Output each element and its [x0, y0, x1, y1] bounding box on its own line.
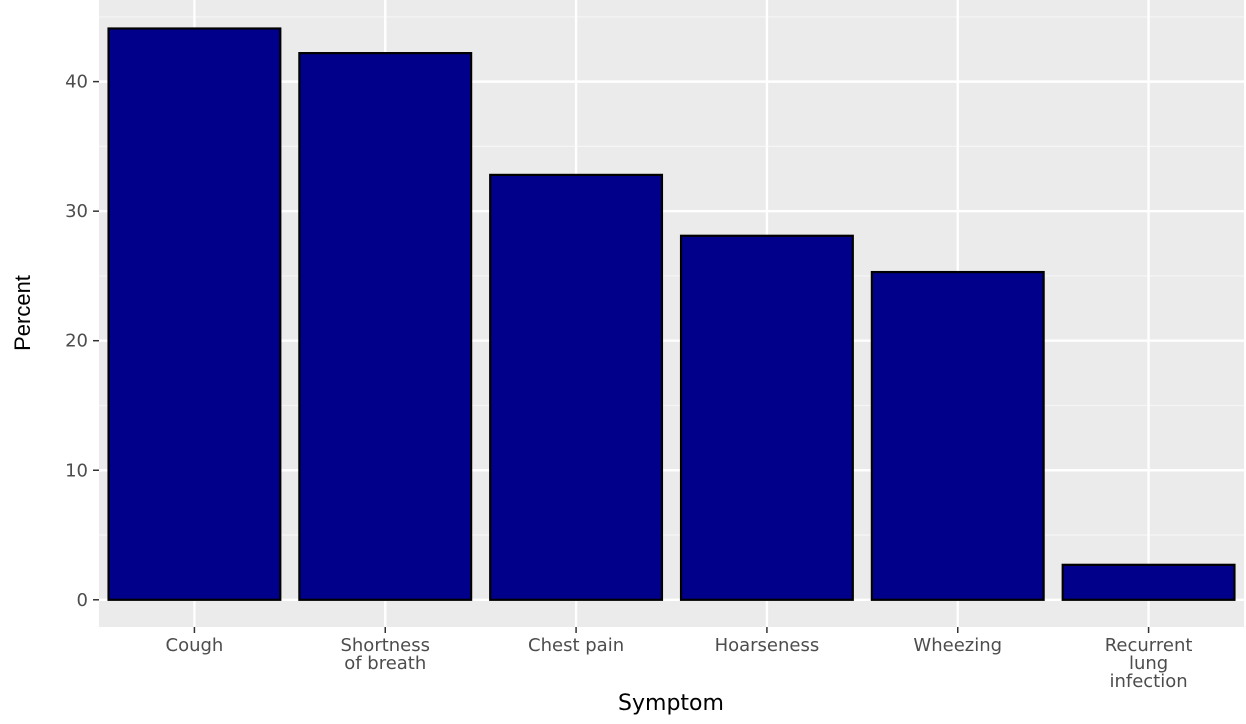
plot-panel — [99, 0, 1244, 627]
minor-gridlines — [99, 16, 1244, 536]
x-tick-label: Wheezing — [913, 635, 1002, 656]
bar — [679, 234, 854, 601]
x-tick-label: Cough — [166, 635, 224, 656]
x-tick-label: Recurrent lung infection — [1105, 635, 1193, 692]
x-axis: Cough Shortness of breath Chest pain Hoarsen… — [166, 627, 1193, 692]
bars — [107, 27, 1236, 601]
bar — [107, 27, 282, 601]
y-tick-label: 10 — [65, 460, 88, 481]
bar — [1061, 563, 1236, 601]
y-axis: 0 10 20 30 40 — [65, 72, 99, 611]
y-tick-label: 0 — [77, 590, 88, 611]
x-axis-title: Symptom — [618, 691, 724, 716]
bar — [489, 173, 664, 601]
y-axis-title: Percent — [10, 275, 35, 351]
bar — [870, 270, 1045, 601]
x-tick-label: Chest pain — [528, 635, 624, 656]
y-tick-label: 30 — [65, 201, 88, 222]
y-tick-label: 20 — [65, 331, 88, 352]
x-tick-label: Hoarseness — [715, 635, 820, 656]
y-tick-label: 40 — [65, 72, 88, 93]
bar — [298, 52, 473, 601]
x-tick-label: Shortness of breath — [340, 635, 430, 674]
